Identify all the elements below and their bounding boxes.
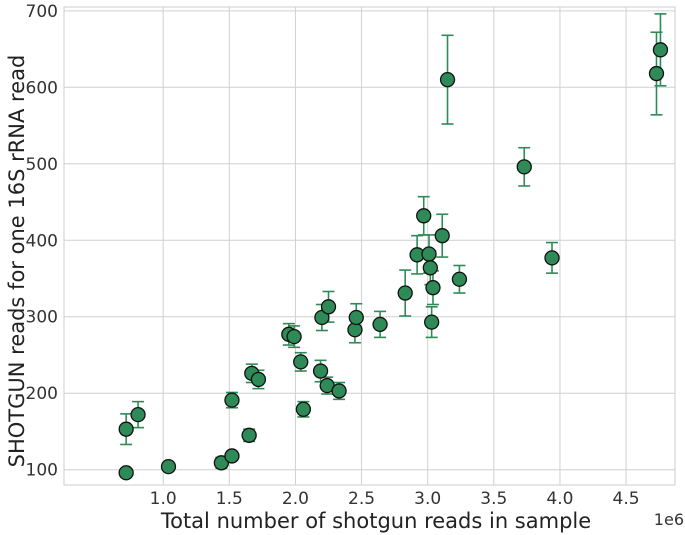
x-tick-label: 4.5 [613,489,640,509]
x-tick-label: 2.5 [348,489,375,509]
data-point [439,72,456,88]
data-point [348,309,364,326]
data-point [434,228,450,244]
data-point [295,401,312,417]
y-tick-label: 300 [26,308,58,328]
data-point [160,458,177,475]
data-point [130,406,146,423]
data-point [425,280,441,296]
y-tick-label: 500 [26,155,58,175]
x-tick-label: 4.0 [546,489,573,509]
x-tick-labels: 1.0 1.5 2.0 2.5 3.0 3.5 4.0 4.5 [150,489,640,509]
data-point [250,371,267,388]
data-point [416,208,432,224]
data-point [451,271,468,287]
grid-lines [64,7,675,485]
x-tick-label: 3.5 [480,489,507,509]
data-point [241,427,257,443]
error-bars [120,13,667,469]
x-tick-label: 2.0 [282,489,309,509]
data-point [422,260,438,276]
data-point [320,299,337,315]
x-tick-label: 1.5 [216,489,243,509]
x-tick-label: 3.0 [414,489,441,509]
data-point [293,354,309,370]
y-tick-label: 200 [26,384,58,404]
data-points [118,42,669,481]
plot-frame [63,6,676,486]
data-point [648,65,665,82]
y-tick-label: 700 [26,2,58,22]
data-point [224,392,240,408]
data-point [652,42,669,58]
data-point [372,316,388,333]
y-axis-label: SHOTGUN reads for one 16S rRNA read [5,55,29,468]
x-axis-scale-label: 1e6 [654,510,684,529]
data-point [397,285,413,301]
y-tick-label: 600 [26,78,58,98]
x-axis-label: Total number of shotgun reads in sample [160,509,591,533]
data-point [544,250,560,266]
data-point [312,363,329,379]
data-point [213,455,230,471]
data-point [286,328,302,345]
data-point [331,383,347,399]
data-point [516,159,532,175]
data-point [224,448,240,464]
y-tick-label: 100 [26,461,58,481]
data-point [118,465,134,481]
data-point [424,314,440,330]
data-point [118,421,134,437]
x-tick-label: 1.0 [150,489,177,509]
y-tick-label: 400 [26,231,58,251]
data-point [421,246,437,262]
y-tick-labels: 100 200 300 400 500 600 700 [26,2,58,481]
